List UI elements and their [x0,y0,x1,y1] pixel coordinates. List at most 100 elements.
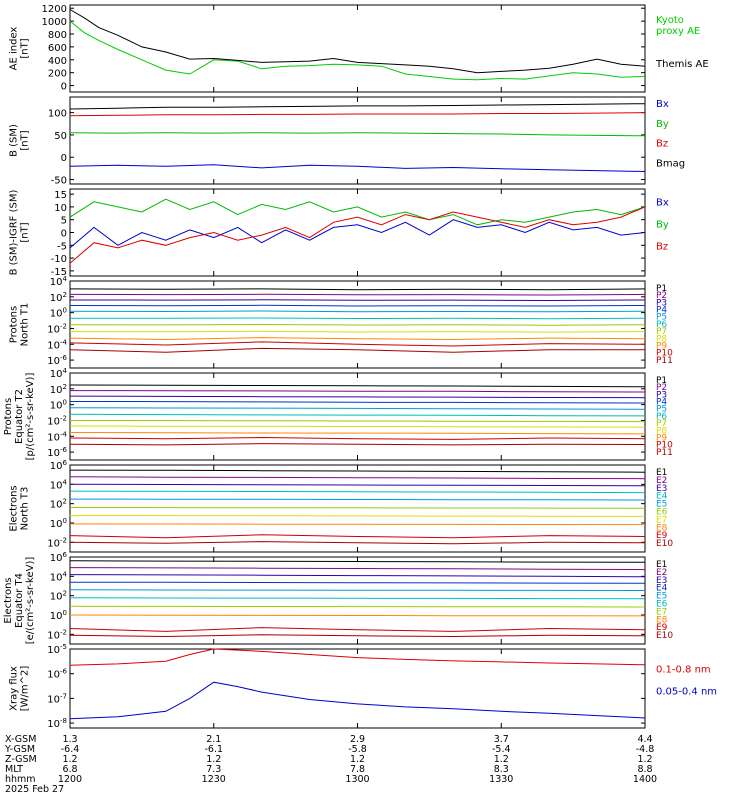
orbit-row-value: 1400 [633,774,657,785]
y-tick-label: 10-5 [47,643,67,656]
orbit-row-value: 8.3 [494,764,509,775]
y-tick-label-exponent: -4 [60,338,68,346]
legend-e5: E5 [656,500,667,510]
y-axis-label: Electrons [9,485,20,531]
y-tick-label: 104 [50,478,68,491]
series-line-e8 [69,523,646,526]
y-tick-label: 10-2 [47,628,67,641]
y-tick-label: 100 [48,109,67,120]
legend-p5: P5 [656,405,667,415]
series-line-p10 [69,436,646,440]
y-tick-label-exponent: -5 [60,643,67,651]
legend-p10: P10 [656,349,673,359]
legend-p5: P5 [656,313,667,323]
legend-e3: E3 [656,484,667,494]
legend-p6: P6 [656,412,667,422]
y-tick-label: 10-8 [47,717,67,730]
series-line-by [69,132,646,137]
series-line-themis-ae [69,9,646,74]
orbit-row-value: -4.8 [636,744,655,755]
panel-frame [69,188,646,277]
legend-p7: P7 [656,419,667,429]
series-line-e2 [69,567,646,571]
legend-e6: E6 [656,600,668,610]
legend-e5: E5 [656,592,667,602]
y-tick-label: 10-4 [47,430,67,443]
y-tick-label-exponent: -4 [60,430,68,438]
y-tick-label: 10-6 [47,446,67,459]
y-axis-label: AE index [9,27,20,71]
legend-bz: Bz [656,242,668,253]
legend-p1: P1 [656,284,667,294]
y-tick-label-exponent: 4 [63,478,68,486]
series-line-e6 [69,597,646,600]
orbit-row-value: 2.1 [206,734,221,745]
panel-7: 106 104 102 100 10-2 Electrons Equator T4 [e/(c… [3,551,673,645]
y-axis-label: B (SM) [9,124,20,157]
y-tick-label-exponent: -7 [60,692,67,700]
orbit-row-value: 4.4 [637,734,652,745]
y-tick-label: 10-2 [47,322,67,335]
series-line-p11 [69,347,645,353]
y-tick-label-exponent: 0 [63,399,67,407]
series-line-bz [69,206,646,264]
y-tick-label: 10-6 [47,668,67,681]
legend-p9: P9 [656,341,667,351]
legend-p2: P2 [656,291,667,301]
orbit-row-value: 6.8 [62,764,77,775]
y-tick-label: 100 [50,307,67,320]
y-tick-label: 0 [61,82,67,93]
y-tick-label-exponent: 2 [63,590,67,598]
legend-p9: P9 [656,433,667,443]
panel-frame [69,4,646,93]
y-tick-label-exponent: -6 [60,668,68,676]
y-tick-label: 5 [61,216,67,227]
series-line-p4 [69,304,646,307]
y-tick-label: 15 [54,190,67,201]
series-line-e4 [69,490,646,494]
orbit-row-value: -6.4 [61,744,80,755]
series-line-p7 [69,420,646,423]
legend-bx: Bx [656,198,669,209]
y-tick-label: 100 [50,399,67,412]
y-axis-label: Electrons [3,577,14,623]
series-line-p1 [69,288,646,291]
y-tick-label: 104 [50,275,68,288]
y-axis-label: [e/(cm²-s-sr-keV)] [25,557,36,645]
series-line-p1 [69,384,646,388]
orbit-row-label: Y-GSM [4,744,35,755]
y-tick-label-exponent: 4 [63,570,68,578]
series-line-p2 [69,390,646,393]
y-tick-label-exponent: 6 [63,551,68,559]
y-axis-label: [W/m^2] [20,666,31,712]
series-line-p9 [69,432,646,435]
series-line-e9 [69,627,646,632]
orbit-row-value: 1300 [345,774,369,785]
series-line-p6 [69,317,646,320]
y-tick-label: 10-6 [47,354,67,367]
y-tick-label: 1000 [42,17,67,28]
y-tick-label: 10-4 [47,338,67,351]
series-line-p5 [69,310,646,313]
y-tick-label-exponent: -6 [60,354,68,362]
orbit-row-value: -5.8 [348,744,367,755]
legend-p4: P4 [656,306,667,316]
y-tick-label: 10-2 [47,414,67,427]
orbit-row-value: 1.3 [62,734,77,745]
y-axis-label: North T3 [20,487,31,531]
series-line-e10 [69,541,646,545]
orbit-row-value: 1200 [58,774,82,785]
panel-5: 104 102 100 10-2 10-4 10-6 Protons Equator T2 [p… [3,367,673,461]
legend-e10: E10 [656,631,673,641]
series-line-0-1-0-8-nm [69,648,646,666]
y-tick-label-exponent: 0 [63,517,67,525]
legend-e9: E9 [656,623,668,633]
orbit-row-value: 1230 [202,774,226,785]
legend-bz: Bz [656,139,668,150]
y-tick-label-exponent: 2 [63,383,67,391]
orbit-row-value: -6.1 [204,744,223,755]
orbit-row-value: 1.2 [62,754,77,765]
series-line-p7 [69,323,646,326]
y-tick-label: 102 [50,498,67,511]
